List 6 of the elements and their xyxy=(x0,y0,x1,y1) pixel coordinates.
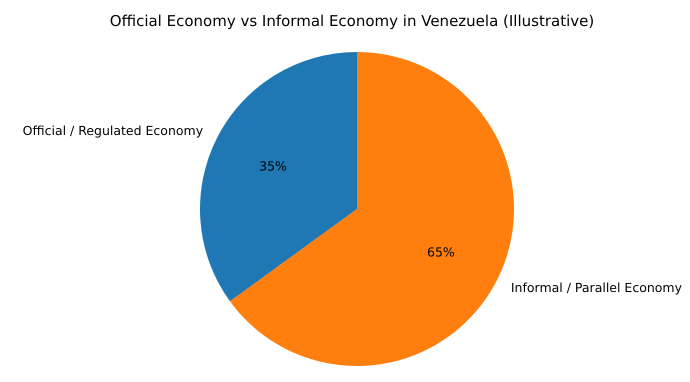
chart-title: Official Economy vs Informal Economy in Venezuela (Illustrative) xyxy=(110,12,594,30)
data-label: 65% xyxy=(427,244,455,260)
pie-slice xyxy=(230,52,514,366)
slice-label: Official / Regulated Economy xyxy=(22,123,204,138)
slice-label: Informal / Parallel Economy xyxy=(510,280,683,295)
data-label: 35% xyxy=(259,158,288,174)
